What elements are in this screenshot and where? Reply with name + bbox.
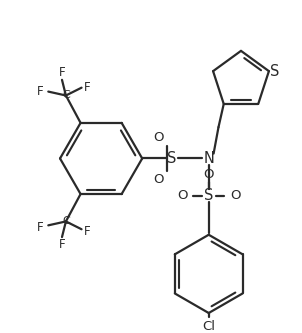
Text: Cl: Cl: [202, 320, 215, 333]
Text: C: C: [62, 216, 70, 226]
Text: N: N: [203, 151, 214, 166]
Text: F: F: [59, 66, 65, 79]
Text: S: S: [167, 151, 176, 166]
Text: O: O: [177, 189, 188, 202]
Text: F: F: [37, 221, 44, 234]
Text: O: O: [154, 132, 164, 145]
Text: S: S: [204, 188, 214, 203]
Text: F: F: [84, 81, 91, 94]
Text: O: O: [154, 172, 164, 185]
Text: F: F: [59, 238, 65, 251]
Text: S: S: [270, 64, 279, 79]
Text: F: F: [84, 225, 91, 238]
Text: O: O: [230, 189, 240, 202]
Text: F: F: [37, 85, 44, 98]
Text: C: C: [62, 91, 70, 101]
Text: O: O: [204, 167, 214, 180]
